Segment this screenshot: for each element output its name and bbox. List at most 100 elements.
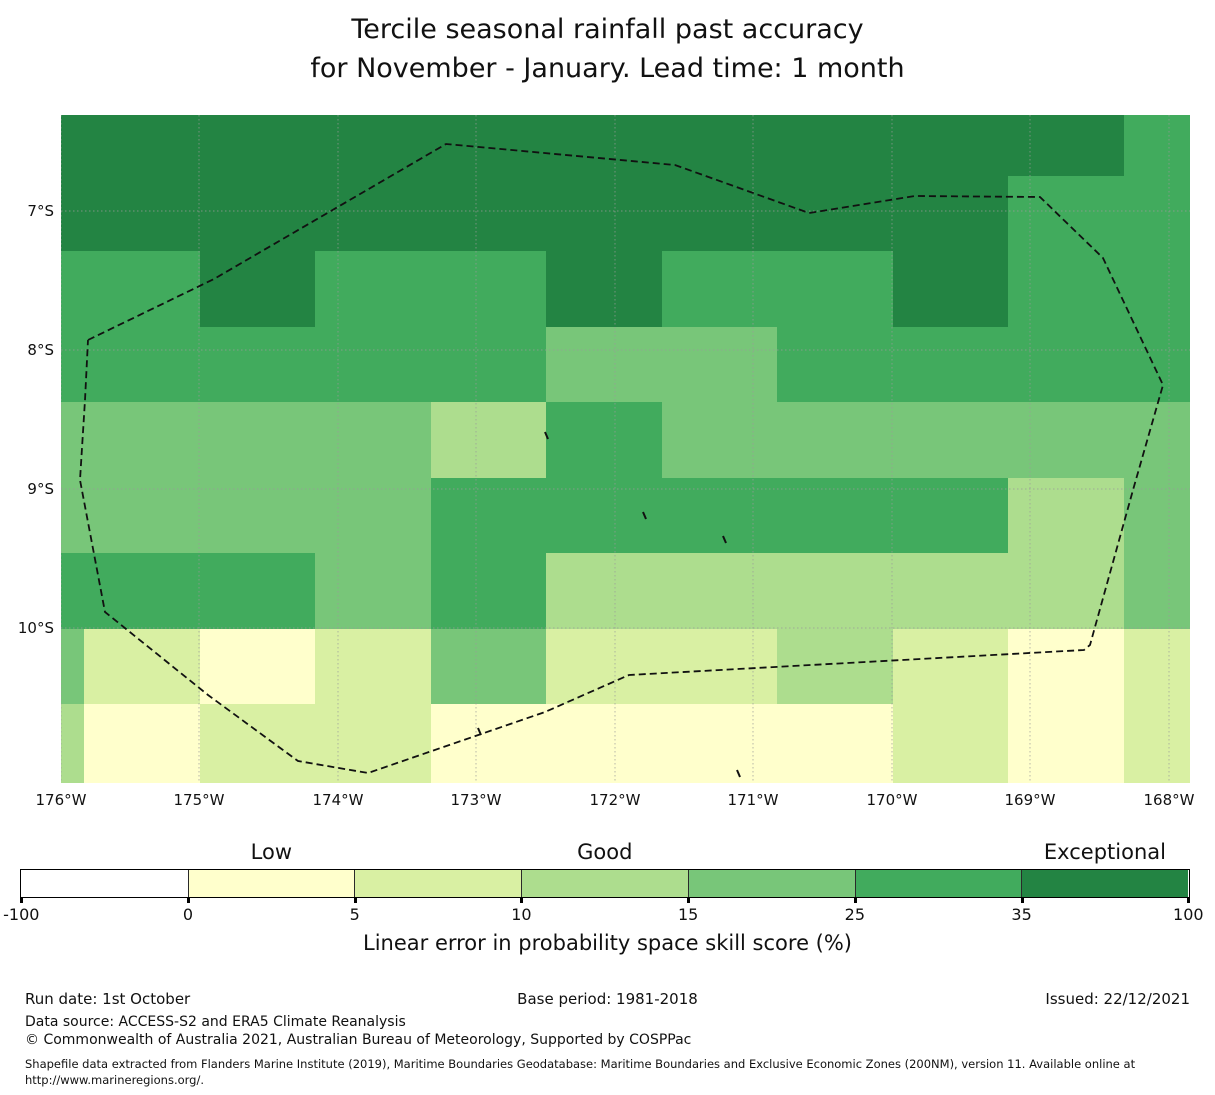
- colorbar-tick-label: 100: [1173, 905, 1204, 924]
- heatmap-cell: [662, 629, 777, 704]
- heatmap-cell: [315, 115, 431, 176]
- heatmap-cell: [200, 251, 315, 327]
- colorbar-segment-divider: [521, 870, 523, 897]
- x-tick-label: 176°W: [35, 791, 87, 809]
- chart-title-line1: Tercile seasonal rainfall past accuracy: [351, 14, 864, 45]
- colorbar-segment-divider: [854, 870, 856, 897]
- heatmap-cell: [546, 327, 662, 402]
- run-date-text: Run date: 1st October: [25, 990, 191, 1008]
- x-tick-label: 170°W: [866, 791, 918, 809]
- heatmap-cell: [315, 478, 431, 553]
- heatmap-cell: [84, 553, 200, 629]
- x-tick-label: 173°W: [450, 791, 502, 809]
- heatmap-cell: [200, 402, 315, 478]
- heatmap-cell: [200, 704, 315, 783]
- heatmap-cell: [61, 478, 84, 553]
- colorbar-tick-mark: [187, 898, 190, 903]
- y-tick-label: 8°S: [27, 341, 54, 359]
- heatmap-cell: [431, 629, 546, 704]
- heatmap-cell: [662, 115, 777, 176]
- eez-boundary-path: [79, 143, 1164, 774]
- heatmap-cell: [777, 478, 893, 553]
- heatmap-cell: [61, 251, 84, 327]
- heatmap-cell: [200, 115, 315, 176]
- heatmap-cell: [200, 553, 315, 629]
- issued-date-text: Issued: 22/12/2021: [1045, 990, 1190, 1008]
- y-tick-label: 9°S: [27, 480, 54, 498]
- heatmap-cell: [315, 704, 431, 783]
- heatmap-cell: [84, 478, 200, 553]
- heatmap-cell: [315, 629, 431, 704]
- heatmap-cell: [84, 176, 200, 251]
- copyright-text: © Commonwealth of Australia 2021, Austra…: [25, 1032, 692, 1048]
- heatmap-cell: [84, 704, 200, 783]
- x-tick-label: 175°W: [173, 791, 225, 809]
- heatmap-cell: [1124, 704, 1190, 783]
- colorbar-segment: [354, 870, 522, 897]
- map-plot-area: [61, 115, 1190, 783]
- colorbar-segment: [1021, 870, 1188, 897]
- colorbar-segment-divider: [187, 870, 189, 897]
- heatmap-cell: [1124, 402, 1190, 478]
- colorbar-segment: [521, 870, 688, 897]
- heatmap-cell: [431, 478, 546, 553]
- y-tick-label: 10°S: [17, 619, 54, 637]
- x-tick-label: 169°W: [1004, 791, 1056, 809]
- heatmap-cell: [61, 176, 84, 251]
- heatmap-cell: [777, 251, 893, 327]
- island-mark: [544, 431, 549, 440]
- heatmap-cell: [315, 251, 431, 327]
- heatmap-cell: [61, 327, 84, 402]
- heatmap-cell: [546, 553, 662, 629]
- colorbar-tick-label: 0: [182, 905, 194, 924]
- colorbar-tick-mark: [520, 898, 524, 903]
- heatmap-cell: [1124, 115, 1190, 176]
- heatmap-cell: [1124, 553, 1190, 629]
- heatmap-cell: [546, 402, 662, 478]
- heatmap-cell: [777, 704, 893, 783]
- island-mark: [642, 511, 647, 520]
- x-tick-label: 172°W: [589, 791, 641, 809]
- heatmap-cell: [1124, 176, 1190, 251]
- heatmap-cell: [84, 327, 200, 402]
- heatmap-cell: [893, 176, 1008, 251]
- colorbar-region-label: Exceptional: [1043, 840, 1166, 864]
- heatmap-cell: [777, 553, 893, 629]
- colorbar-tick-label: 15: [677, 905, 699, 924]
- data-source-text: Data source: ACCESS-S2 and ERA5 Climate …: [25, 1014, 406, 1030]
- heatmap-cell: [61, 704, 84, 783]
- heatmap-cell: [200, 176, 315, 251]
- heatmap-cell: [84, 115, 200, 176]
- heatmap-cell: [431, 704, 546, 783]
- heatmap-cell: [1008, 629, 1124, 704]
- heatmap-cell: [1124, 629, 1190, 704]
- colorbar-segment: [687, 870, 855, 897]
- colorbar-segment: [21, 870, 188, 897]
- heatmap-cell: [1008, 478, 1124, 553]
- colorbar-region-label: Low: [250, 840, 293, 864]
- heatmap-cell: [893, 251, 1008, 327]
- colorbar-tick-label: 10: [511, 905, 532, 924]
- colorbar-tick-mark: [853, 898, 857, 903]
- chart-title: Tercile seasonal rainfall past accuracy …: [0, 10, 1215, 88]
- heatmap-cell: [315, 402, 431, 478]
- colorbar-region-label: Good: [577, 840, 633, 864]
- heatmap-cell: [200, 629, 315, 704]
- heatmap-cell: [61, 402, 84, 478]
- chart-title-line2: for November - January. Lead time: 1 mon…: [310, 53, 905, 84]
- colorbar-tick-mark: [1187, 898, 1191, 903]
- heatmap-cell: [431, 327, 546, 402]
- heatmap-cell: [777, 176, 893, 251]
- heatmap-cell: [61, 553, 84, 629]
- heatmap-cell: [662, 553, 777, 629]
- heatmap-cell: [777, 327, 893, 402]
- heatmap-cell: [431, 115, 546, 176]
- colorbar-segment-divider: [1021, 870, 1023, 897]
- base-period-text: Base period: 1981-2018: [517, 990, 698, 1008]
- colorbar-tick-mark: [20, 898, 24, 903]
- y-tick-label: 7°S: [27, 202, 54, 220]
- island-mark: [722, 535, 727, 544]
- heatmap-cell: [662, 402, 777, 478]
- heatmap-cell: [315, 553, 431, 629]
- heatmap-cell: [893, 704, 1008, 783]
